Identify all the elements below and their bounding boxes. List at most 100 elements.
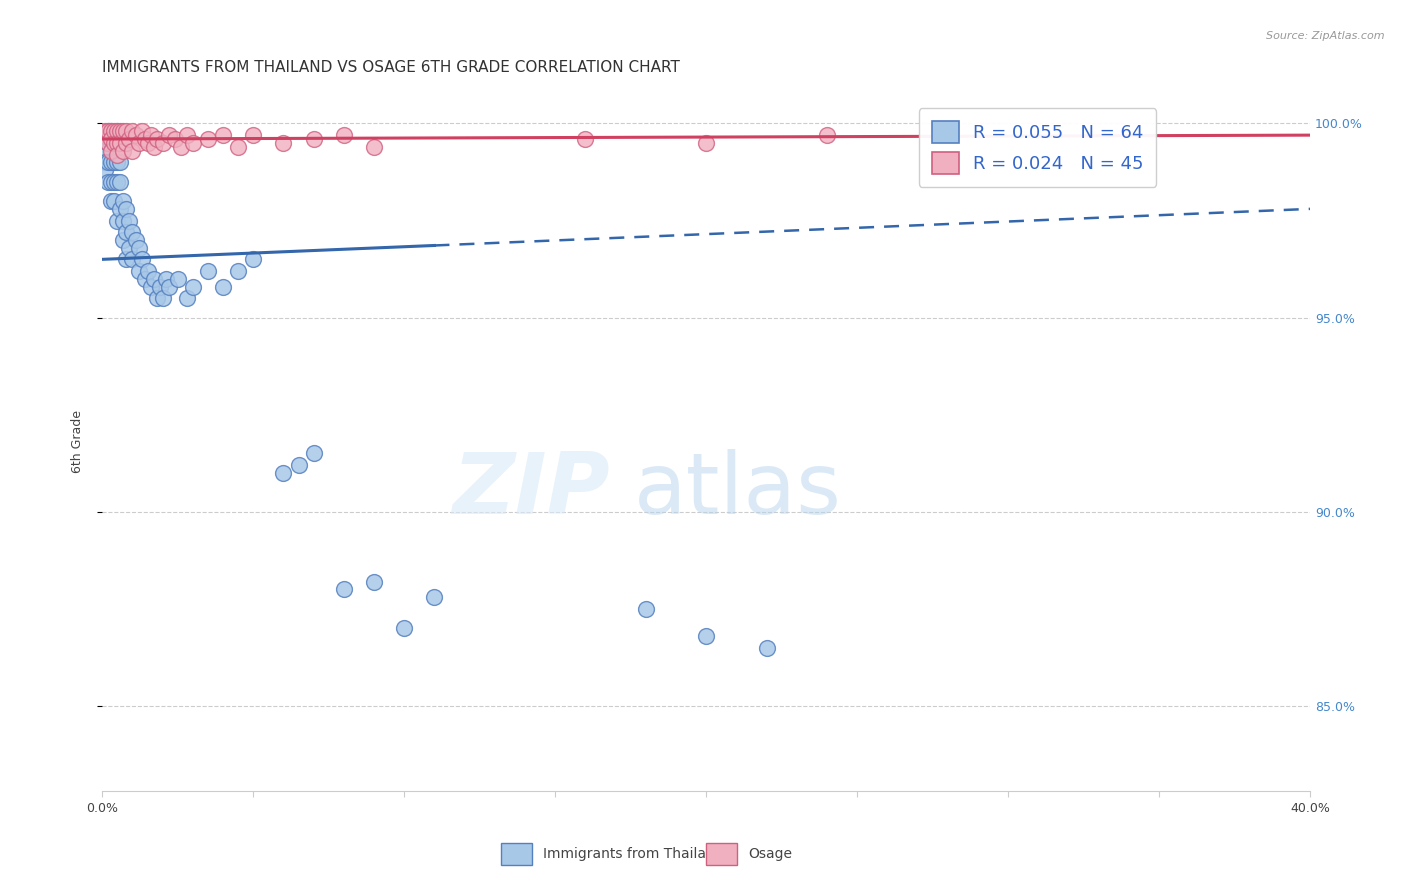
Point [157, 279, 180, 293]
Point [112, 144, 135, 158]
Point [145, 132, 167, 146]
Point [131, 124, 153, 138]
Point [121, 252, 143, 267]
Point [197, 264, 219, 278]
Y-axis label: 6th Grade: 6th Grade [72, 410, 84, 474]
Point [112, 213, 135, 227]
Point [118, 132, 141, 146]
Text: Immigrants from Thailand: Immigrants from Thailand [543, 847, 724, 861]
Point [100, 144, 122, 158]
Point [94, 163, 117, 178]
Point [115, 252, 138, 267]
Point [105, 155, 128, 169]
Point [94, 124, 117, 138]
Point [394, 621, 416, 635]
Point [103, 136, 125, 150]
Point [170, 140, 193, 154]
Point [242, 128, 264, 142]
Point [363, 140, 385, 154]
Point [105, 124, 128, 138]
Point [94, 144, 117, 158]
Point [110, 202, 132, 216]
Point [166, 272, 188, 286]
Text: Source: ZipAtlas.com: Source: ZipAtlas.com [1267, 31, 1385, 41]
Point [131, 252, 153, 267]
Point [103, 194, 125, 208]
Point [176, 128, 198, 142]
Point [103, 175, 125, 189]
Text: atlas: atlas [634, 450, 842, 533]
Point [128, 136, 150, 150]
Point [94, 155, 117, 169]
Point [115, 225, 138, 239]
Point [121, 124, 143, 138]
Point [242, 252, 264, 267]
Point [100, 136, 122, 150]
Point [136, 136, 159, 150]
Point [155, 272, 177, 286]
Point [142, 140, 165, 154]
Point [103, 155, 125, 169]
Legend: R = 0.055   N = 64, R = 0.024   N = 45: R = 0.055 N = 64, R = 0.024 N = 45 [920, 109, 1156, 186]
Text: Osage: Osage [748, 847, 793, 861]
Point [152, 136, 174, 150]
Point [100, 175, 122, 189]
Point [134, 272, 156, 286]
Point [100, 194, 122, 208]
Point [105, 213, 128, 227]
Point [152, 291, 174, 305]
Point [273, 136, 295, 150]
Point [574, 132, 596, 146]
Point [139, 128, 162, 142]
Point [103, 124, 125, 138]
Point [97, 136, 120, 150]
Point [100, 124, 122, 138]
Point [105, 147, 128, 161]
Point [423, 590, 446, 604]
Point [128, 264, 150, 278]
Point [139, 279, 162, 293]
Point [212, 279, 235, 293]
Point [363, 574, 385, 589]
Point [97, 124, 120, 138]
Point [105, 136, 128, 150]
Point [100, 155, 122, 169]
Point [124, 233, 146, 247]
Point [97, 155, 120, 169]
Point [226, 140, 249, 154]
Point [110, 155, 132, 169]
Point [105, 175, 128, 189]
Point [212, 128, 235, 142]
Point [634, 601, 657, 615]
Point [273, 466, 295, 480]
Point [287, 458, 309, 472]
Point [302, 446, 325, 460]
Point [121, 144, 143, 158]
Point [115, 136, 138, 150]
Point [145, 291, 167, 305]
Point [97, 136, 120, 150]
Point [118, 213, 141, 227]
Point [110, 175, 132, 189]
Point [333, 128, 356, 142]
Point [97, 124, 120, 138]
Point [197, 132, 219, 146]
Point [110, 124, 132, 138]
Point [103, 136, 125, 150]
Point [226, 264, 249, 278]
Point [142, 272, 165, 286]
Point [115, 124, 138, 138]
Point [115, 202, 138, 216]
Point [121, 225, 143, 239]
Point [110, 136, 132, 150]
Point [815, 128, 838, 142]
Point [97, 175, 120, 189]
Text: IMMIGRANTS FROM THAILAND VS OSAGE 6TH GRADE CORRELATION CHART: IMMIGRANTS FROM THAILAND VS OSAGE 6TH GR… [103, 60, 681, 75]
Point [157, 128, 180, 142]
Point [333, 582, 356, 597]
Point [755, 640, 778, 655]
Point [181, 136, 204, 150]
Point [181, 279, 204, 293]
Point [149, 279, 172, 293]
Point [124, 128, 146, 142]
